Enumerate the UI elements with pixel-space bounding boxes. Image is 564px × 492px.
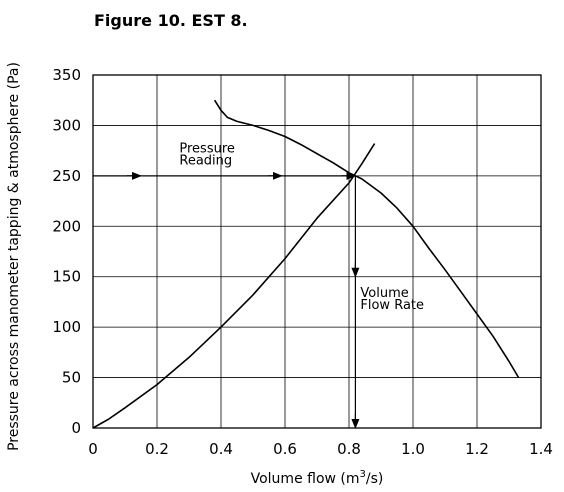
y-tick-label: 50	[62, 369, 81, 387]
x-tick-label: 1.2	[465, 440, 489, 458]
y-tick-label: 0	[71, 419, 81, 437]
x-tick-label: 1.4	[529, 440, 553, 458]
grid-lines	[93, 75, 541, 428]
plot-frame	[92, 74, 542, 429]
y-tick-label: 250	[52, 167, 81, 185]
y-tick-label: 350	[52, 66, 81, 84]
y-tick-label: 100	[52, 318, 81, 336]
x-tick-label: 0.8	[337, 440, 361, 458]
x-tick-label: 0.6	[273, 440, 297, 458]
fan-curve-line	[213, 99, 520, 379]
volume-flow-rate-annotation: Volume Flow Rate	[360, 286, 424, 313]
guide-lines	[93, 171, 360, 429]
y-tick-label: 200	[52, 217, 81, 235]
x-tick-label: 0.4	[209, 440, 233, 458]
x-tick-label: 1.0	[401, 440, 425, 458]
x-axis-label: Volume flow (m3/s)	[251, 469, 384, 487]
y-axis-label: Pressure across manometer tapping & atmo…	[6, 62, 22, 451]
tick-labels: 0 0.2 0.4 0.6 0.8 1.0 1.2 1.4 0 50 100 150 200 250 300…	[52, 66, 553, 458]
system-curve-line	[92, 143, 376, 429]
x-tick-label: 0.2	[145, 440, 169, 458]
x-tick-label: 0	[88, 440, 98, 458]
y-tick-label: 300	[52, 116, 81, 134]
y-tick-label: 150	[52, 268, 81, 286]
pressure-reading-annotation: Pressure Reading	[179, 142, 235, 169]
chart-title: Figure 10. EST 8.	[94, 11, 248, 30]
annotations: Pressure Reading Volume Flow Rate	[179, 142, 424, 313]
